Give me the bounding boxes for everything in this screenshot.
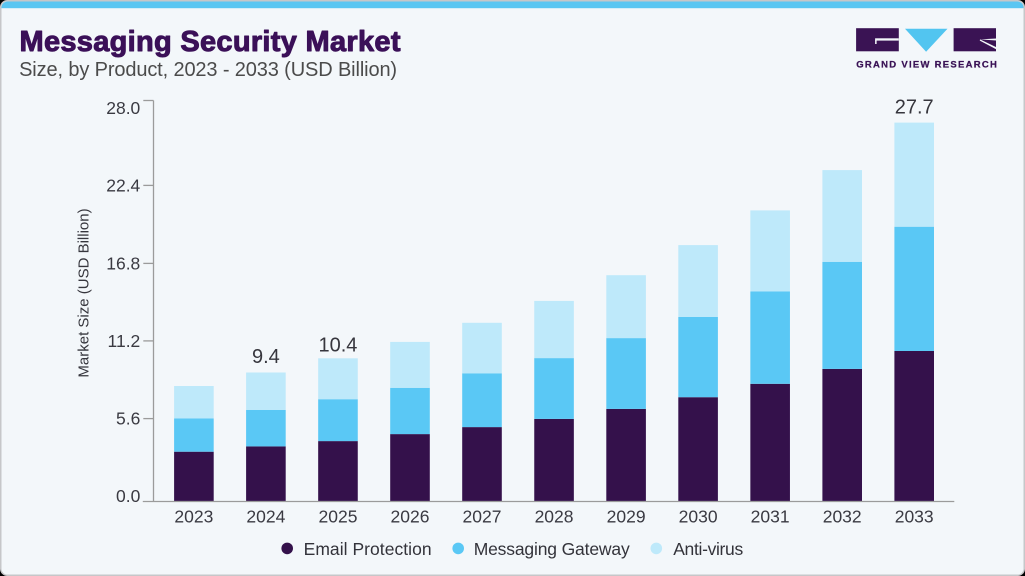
svg-text:2033: 2033 <box>895 507 934 527</box>
svg-text:Email Protection: Email Protection <box>304 539 432 559</box>
svg-text:2026: 2026 <box>391 507 430 527</box>
svg-text:2030: 2030 <box>679 507 718 527</box>
svg-text:Messaging Gateway: Messaging Gateway <box>474 539 630 559</box>
svg-text:28.0: 28.0 <box>106 98 140 118</box>
svg-text:2027: 2027 <box>463 507 502 527</box>
svg-text:2028: 2028 <box>535 507 574 527</box>
svg-text:10.4: 10.4 <box>319 334 358 356</box>
svg-text:Size, by Product, 2023 - 2033: Size, by Product, 2023 - 2033 (USD Billi… <box>19 59 397 81</box>
svg-text:GRAND VIEW RESEARCH: GRAND VIEW RESEARCH <box>856 60 998 71</box>
svg-text:11.2: 11.2 <box>108 331 141 351</box>
svg-text:2029: 2029 <box>607 507 646 527</box>
svg-text:5.6: 5.6 <box>116 409 140 429</box>
svg-text:Messaging Security Market: Messaging Security Market <box>20 26 401 58</box>
svg-text:9.4: 9.4 <box>252 346 280 368</box>
svg-text:2032: 2032 <box>823 507 862 527</box>
svg-text:22.4: 22.4 <box>106 176 140 196</box>
svg-text:27.7: 27.7 <box>895 96 934 118</box>
svg-text:2025: 2025 <box>319 507 358 527</box>
svg-text:16.8: 16.8 <box>106 254 140 274</box>
svg-text:0.0: 0.0 <box>116 486 141 506</box>
svg-text:2024: 2024 <box>246 507 285 527</box>
svg-text:2023: 2023 <box>174 507 213 527</box>
svg-text:Anti-virus: Anti-virus <box>673 539 743 559</box>
svg-text:Market Size (USD Billion): Market Size (USD Billion) <box>76 208 93 377</box>
svg-text:2031: 2031 <box>751 507 790 527</box>
